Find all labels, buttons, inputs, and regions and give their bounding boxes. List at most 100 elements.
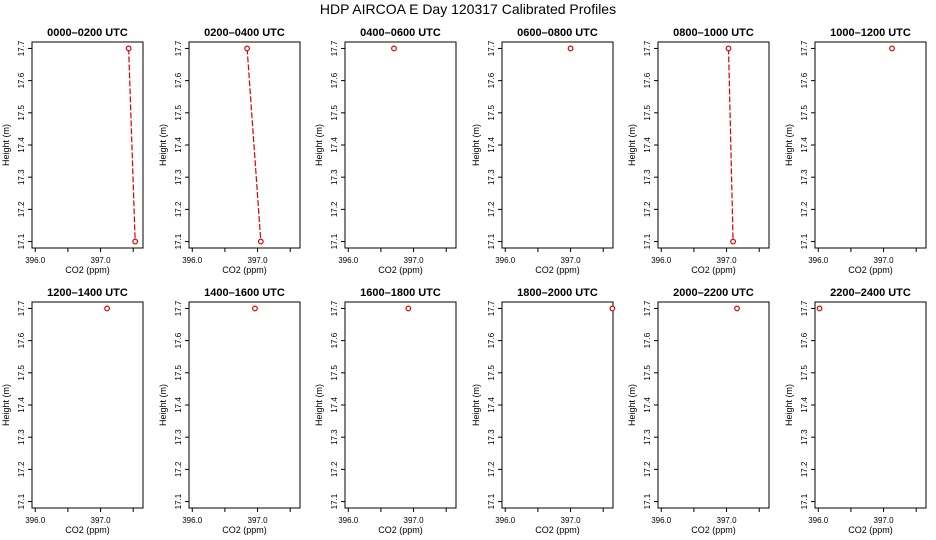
profile-line (727, 48, 734, 242)
x-tick-label: 396.0 (25, 516, 46, 525)
panel-title: 1200–1400 UTC (47, 287, 128, 299)
y-tick-label: 17.5 (174, 104, 183, 120)
panel-4: 0600–0800 UTC 396.0 397.0 17.1 17.2 17.3 17.4 1… (471, 27, 614, 275)
y-tick-label: 17.6 (330, 72, 339, 88)
y-tick-label: 17.1 (17, 493, 26, 509)
y-axis-label: Height (m) (471, 124, 481, 166)
y-tick-label: 17.2 (800, 201, 809, 217)
panel-title: 0200–0400 UTC (204, 27, 285, 39)
x-tick-label: 396.0 (495, 256, 516, 265)
y-tick-label: 17.3 (174, 429, 183, 445)
data-point (609, 305, 616, 312)
panel-title: 1000–1200 UTC (830, 27, 911, 39)
y-tick-label: 17.6 (17, 332, 26, 348)
x-tick-label: 396.0 (338, 516, 359, 525)
x-axis-label: CO2 (ppm) (65, 525, 110, 535)
y-tick-label: 17.7 (174, 300, 183, 316)
y-tick-label: 17.2 (330, 201, 339, 217)
x-tick-label: 396.0 (182, 516, 203, 525)
data-point (125, 45, 132, 52)
y-tick-label: 17.5 (330, 364, 339, 380)
y-tick-label: 17.4 (643, 137, 652, 153)
data-point (257, 238, 264, 245)
y-tick-label: 17.4 (330, 137, 339, 153)
x-axis-label: CO2 (ppm) (222, 265, 267, 275)
y-tick-label: 17.4 (17, 397, 26, 413)
y-tick-label: 17.2 (800, 461, 809, 477)
y-tick-label: 17.2 (487, 201, 496, 217)
x-tick-label: 397.0 (874, 516, 895, 525)
y-tick-label: 17.7 (330, 40, 339, 56)
panel-6: 1000–1200 UTC 396.0 397.0 17.1 17.2 17.3 17.4 1… (784, 27, 927, 275)
y-tick-label: 17.2 (174, 461, 183, 477)
panel-2: 0200–0400 UTC 396.0 397.0 17.1 17.2 17.3 17.4 1… (158, 27, 301, 275)
panel-title: 0400–0600 UTC (360, 27, 441, 39)
x-tick-label: 397.0 (561, 256, 582, 265)
x-tick-label: 396.0 (25, 256, 46, 265)
y-tick-label: 17.6 (487, 332, 496, 348)
x-tick-label: 396.0 (182, 256, 203, 265)
y-tick-label: 17.7 (487, 40, 496, 56)
plot-frame (657, 41, 770, 249)
y-tick-label: 17.5 (174, 364, 183, 380)
y-tick-label: 17.4 (487, 137, 496, 153)
y-tick-label: 17.4 (174, 137, 183, 153)
y-tick-label: 17.4 (800, 397, 809, 413)
y-tick-label: 17.3 (174, 169, 183, 185)
x-tick-label: 397.0 (91, 516, 112, 525)
y-tick-label: 17.1 (643, 233, 652, 249)
data-point (244, 45, 251, 52)
y-tick-label: 17.1 (487, 233, 496, 249)
panel-title: 2000–2200 UTC (673, 287, 754, 299)
x-tick-label: 397.0 (717, 256, 738, 265)
y-tick-label: 17.6 (800, 332, 809, 348)
y-tick-label: 17.5 (330, 104, 339, 120)
y-tick-label: 17.6 (487, 72, 496, 88)
y-axis-label: Height (m) (471, 384, 481, 426)
data-point (391, 45, 397, 52)
y-tick-label: 17.3 (643, 429, 652, 445)
y-tick-label: 17.7 (800, 40, 809, 56)
y-axis-label: Height (m) (158, 384, 168, 426)
y-tick-label: 17.4 (643, 397, 652, 413)
plot-frame (814, 41, 927, 249)
data-point (132, 238, 139, 245)
y-tick-label: 17.1 (800, 493, 809, 509)
panel-10: 1800–2000 UTC 396.0 397.0 17.1 17.2 17.3 17.4 1… (471, 287, 616, 535)
x-axis-label: CO2 (ppm) (848, 265, 893, 275)
x-tick-label: 396.0 (808, 256, 829, 265)
x-tick-label: 397.0 (874, 256, 895, 265)
x-tick-label: 397.0 (248, 256, 269, 265)
plot-frame (501, 41, 614, 249)
y-tick-label: 17.6 (643, 332, 652, 348)
y-tick-label: 17.4 (17, 137, 26, 153)
x-tick-label: 397.0 (717, 516, 738, 525)
x-tick-label: 397.0 (561, 516, 582, 525)
y-tick-label: 17.2 (643, 201, 652, 217)
x-tick-label: 397.0 (404, 256, 425, 265)
y-tick-label: 17.3 (330, 169, 339, 185)
y-tick-label: 17.5 (643, 364, 652, 380)
y-tick-label: 17.1 (487, 493, 496, 509)
plot-frame (657, 301, 770, 509)
y-tick-label: 17.2 (330, 461, 339, 477)
panel-title: 0800–1000 UTC (673, 27, 754, 39)
y-tick-label: 17.4 (174, 397, 183, 413)
x-axis-label: CO2 (ppm) (848, 525, 893, 535)
x-tick-label: 397.0 (404, 516, 425, 525)
y-tick-label: 17.7 (330, 300, 339, 316)
panel-title: 0600–0800 UTC (517, 27, 598, 39)
y-axis-label: Height (m) (1, 384, 11, 426)
data-point (567, 45, 574, 52)
y-tick-label: 17.4 (487, 397, 496, 413)
x-tick-label: 397.0 (248, 516, 269, 525)
profile-line (246, 48, 262, 242)
x-axis-label: CO2 (ppm) (535, 525, 580, 535)
y-tick-label: 17.5 (17, 364, 26, 380)
y-tick-label: 17.1 (174, 493, 183, 509)
x-axis-label: CO2 (ppm) (65, 265, 110, 275)
panel-title: 2200–2400 UTC (830, 287, 911, 299)
panel-title: 1600–1800 UTC (360, 287, 441, 299)
y-tick-label: 17.1 (174, 233, 183, 249)
